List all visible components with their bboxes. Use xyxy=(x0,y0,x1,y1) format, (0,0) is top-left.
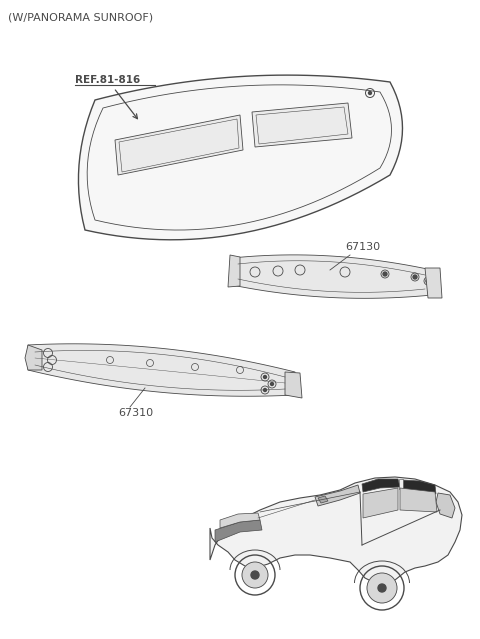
Text: (W/PANORAMA SUNROOF): (W/PANORAMA SUNROOF) xyxy=(8,12,153,22)
Polygon shape xyxy=(215,520,262,542)
Polygon shape xyxy=(78,75,403,240)
Polygon shape xyxy=(25,345,42,370)
Polygon shape xyxy=(402,480,436,494)
Circle shape xyxy=(426,279,430,283)
Circle shape xyxy=(369,91,372,95)
Polygon shape xyxy=(318,496,328,503)
Circle shape xyxy=(378,584,386,592)
Circle shape xyxy=(413,275,417,279)
Circle shape xyxy=(271,383,274,385)
Polygon shape xyxy=(399,479,403,489)
Circle shape xyxy=(367,573,397,603)
Text: 67130: 67130 xyxy=(345,242,380,252)
Polygon shape xyxy=(363,488,398,518)
Circle shape xyxy=(264,389,266,392)
Polygon shape xyxy=(315,485,360,506)
Polygon shape xyxy=(28,344,295,396)
Polygon shape xyxy=(210,477,462,584)
Text: 67310: 67310 xyxy=(118,408,153,418)
Circle shape xyxy=(242,562,268,588)
Polygon shape xyxy=(285,372,302,398)
Polygon shape xyxy=(252,103,352,147)
Text: REF.81-816: REF.81-816 xyxy=(75,75,140,119)
Polygon shape xyxy=(115,115,243,175)
Polygon shape xyxy=(228,255,240,287)
Polygon shape xyxy=(220,513,260,528)
Polygon shape xyxy=(425,268,442,298)
Polygon shape xyxy=(400,488,437,512)
Polygon shape xyxy=(362,479,400,492)
Polygon shape xyxy=(232,255,432,298)
Polygon shape xyxy=(436,493,455,518)
Circle shape xyxy=(251,571,259,579)
Circle shape xyxy=(383,272,387,276)
Circle shape xyxy=(264,376,266,378)
